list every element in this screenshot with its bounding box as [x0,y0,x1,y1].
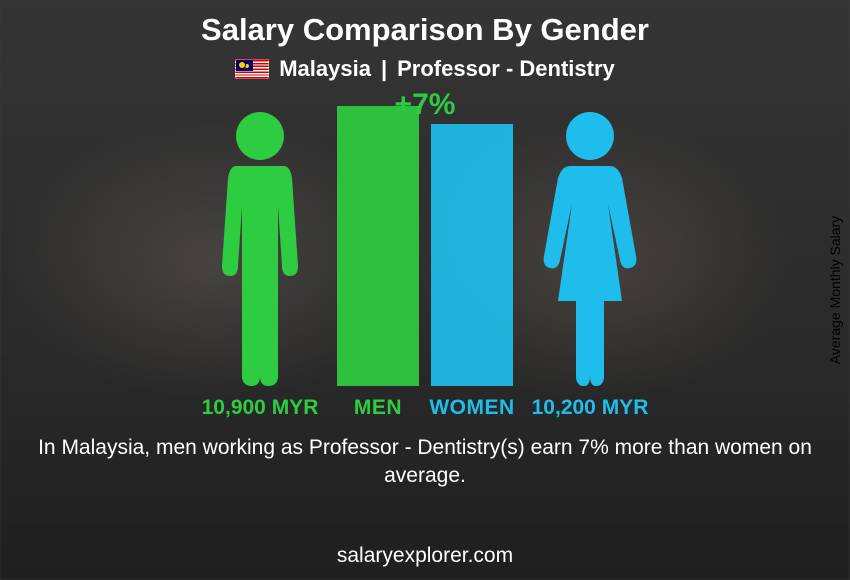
women-figure-column: 10,200 MYR [525,106,655,420]
y-axis-label: Average Monthly Salary [827,216,843,364]
subtitle-role: Professor - Dentistry [397,56,615,82]
infographic-content: Salary Comparison By Gender Malaysia | P… [0,0,850,580]
women-label: WOMEN [429,396,514,420]
women-salary: 10,200 MYR [532,396,649,420]
men-salary: 10,900 MYR [202,396,319,420]
men-figure-column: 10,900 MYR [195,106,325,420]
chart-title: Salary Comparison By Gender [201,12,649,48]
chart-subtitle: Malaysia | Professor - Dentistry [235,56,615,82]
comparison-chart: +7% 10,900 MYR MEN WOMEN [125,90,725,420]
woman-icon [530,106,650,386]
subtitle-separator: | [381,56,387,82]
men-bar-column: MEN [337,106,419,420]
malaysia-flag-icon [235,59,269,79]
chart-description: In Malaysia, men working as Professor - … [35,434,815,491]
women-bar-column: WOMEN [431,124,513,420]
men-label: MEN [354,396,402,420]
men-bar [337,106,419,386]
women-bar [431,124,513,386]
y-axis-label-wrap: Average Monthly Salary [820,0,850,580]
man-icon [200,106,320,386]
subtitle-country: Malaysia [279,56,371,82]
